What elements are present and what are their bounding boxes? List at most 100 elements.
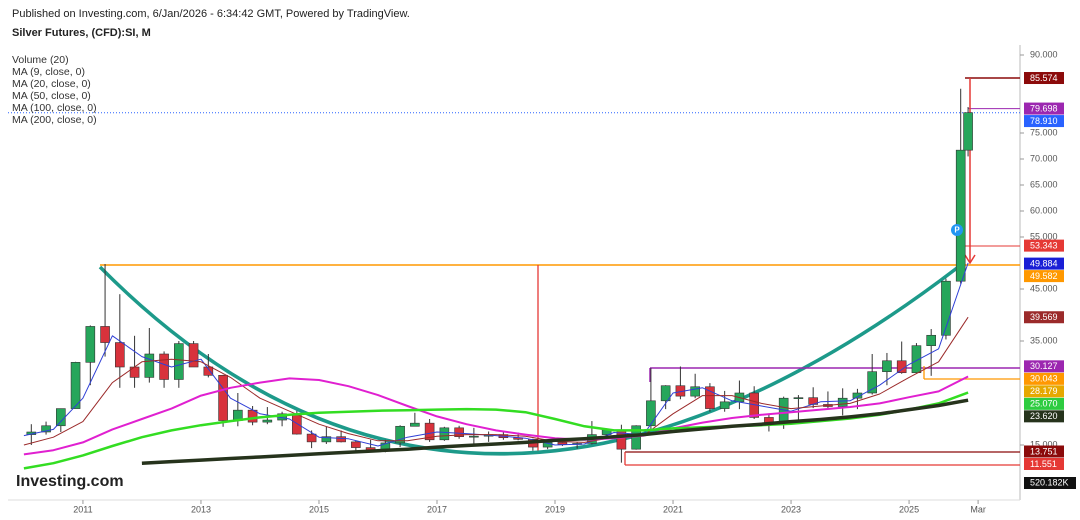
cup-curve — [98, 265, 959, 456]
candle-body — [926, 334, 936, 346]
x-tick-label: 2021 — [663, 504, 683, 514]
ma-line — [23, 262, 969, 447]
price-label-bg — [1024, 372, 1064, 385]
candle-body — [837, 397, 848, 407]
x-tick-label: 2023 — [781, 504, 801, 514]
candle-body — [793, 397, 804, 399]
x-tick-label: 2011 — [73, 504, 92, 514]
candle-body — [719, 401, 730, 409]
price-label: 13.751 — [1030, 446, 1058, 456]
candle-body — [867, 371, 877, 394]
y-tick-label: 35.000 — [1030, 335, 1058, 345]
candle-body — [911, 345, 922, 374]
price-label: 25.070 — [1030, 399, 1058, 409]
candle-body — [56, 408, 66, 427]
candle-body — [646, 400, 656, 427]
candle-body — [100, 326, 110, 343]
candle-body — [41, 425, 51, 433]
price-label: 53.343 — [1030, 240, 1058, 250]
price-label-bg — [1024, 397, 1064, 410]
x-tick-label: 2013 — [191, 504, 211, 514]
logo: Investing.com — [16, 473, 124, 490]
ma-line — [23, 391, 969, 470]
ma-line — [23, 316, 969, 446]
price-label-bg — [1024, 311, 1064, 324]
x-tick-label: Mar — [970, 504, 986, 514]
price-label-bg — [1024, 239, 1064, 252]
candle-body — [306, 433, 317, 443]
candle-body — [70, 362, 81, 409]
y-tick-label: 55.000 — [1030, 231, 1058, 241]
price-label: 28.179 — [1030, 386, 1058, 396]
price-label: 30.127 — [1030, 361, 1058, 371]
price-label-bg — [1024, 115, 1064, 128]
candle-body — [896, 360, 907, 374]
candle-body — [115, 342, 125, 368]
y-tick-label: 15.000 — [1030, 439, 1058, 449]
price-label-bg — [1024, 457, 1064, 470]
price-label-bg — [1024, 72, 1064, 85]
published-note: Published on Investing.com, 6/Jan/2026 -… — [12, 8, 410, 20]
legend-entry: MA (9, close, 0) — [12, 66, 85, 78]
candle-body — [395, 425, 405, 444]
arrow-head — [964, 254, 976, 265]
price-label: 49.582 — [1030, 271, 1058, 281]
x-tick-label: 2017 — [427, 504, 447, 514]
y-tick-label: 65.000 — [1030, 179, 1058, 189]
ma-line — [141, 398, 969, 465]
chart-title: Silver Futures, (CFD):SI, M — [12, 27, 151, 39]
y-tick-label: 60.000 — [1030, 205, 1058, 215]
price-label: 23.620 — [1030, 411, 1058, 421]
candle-body — [85, 326, 96, 363]
candle-body — [144, 353, 155, 378]
candle-body — [963, 112, 973, 151]
candle-body — [660, 385, 671, 402]
price-label: 11.551 — [1030, 459, 1057, 469]
price-label-bg — [1024, 270, 1064, 283]
price-label: 30.043 — [1030, 374, 1058, 384]
price-label: 79.698 — [1030, 103, 1058, 113]
legend-entry: MA (100, close, 0) — [12, 102, 97, 114]
candle-body — [351, 441, 361, 448]
price-label-bg — [1024, 385, 1064, 398]
volume-label: 520.182K — [1030, 477, 1069, 487]
candle-body — [955, 149, 966, 282]
candle-body — [321, 436, 332, 443]
candle-body — [439, 427, 450, 441]
price-label-bg — [1024, 360, 1064, 373]
candle-body — [424, 422, 435, 441]
event-marker-label: P — [954, 226, 960, 235]
candle-body — [336, 436, 346, 443]
price-label: 49.884 — [1030, 258, 1058, 268]
plot-area — [8, 45, 1021, 501]
y-tick-label: 45.000 — [1030, 283, 1058, 293]
price-label-bg — [1024, 102, 1064, 115]
candle-body — [690, 386, 700, 397]
candle-body — [941, 280, 951, 336]
legend-entry: MA (20, close, 0) — [12, 78, 91, 90]
y-tick-label: 90.000 — [1030, 49, 1058, 59]
legend-entry: MA (50, close, 0) — [12, 90, 91, 102]
candle-body — [705, 386, 715, 409]
x-tick-label: 2015 — [309, 504, 329, 514]
x-tick-label: 2019 — [545, 504, 565, 514]
candle-body — [410, 422, 420, 427]
candle-body — [218, 375, 228, 421]
candle-body — [262, 419, 273, 423]
price-label-bg — [1024, 445, 1064, 458]
legend-entry: MA (200, close, 0) — [12, 114, 97, 126]
candle-body — [174, 343, 184, 380]
event-marker — [951, 224, 963, 236]
candle-body — [188, 343, 199, 368]
x-tick-label: 2025 — [899, 504, 919, 514]
y-tick-label: 70.000 — [1030, 153, 1058, 163]
price-label: 39.569 — [1030, 312, 1058, 322]
candle-body — [882, 360, 892, 372]
y-tick-label: 75.000 — [1030, 127, 1058, 137]
price-label-bg — [1024, 410, 1064, 423]
candle-body — [129, 366, 140, 378]
candle-body — [454, 427, 464, 437]
